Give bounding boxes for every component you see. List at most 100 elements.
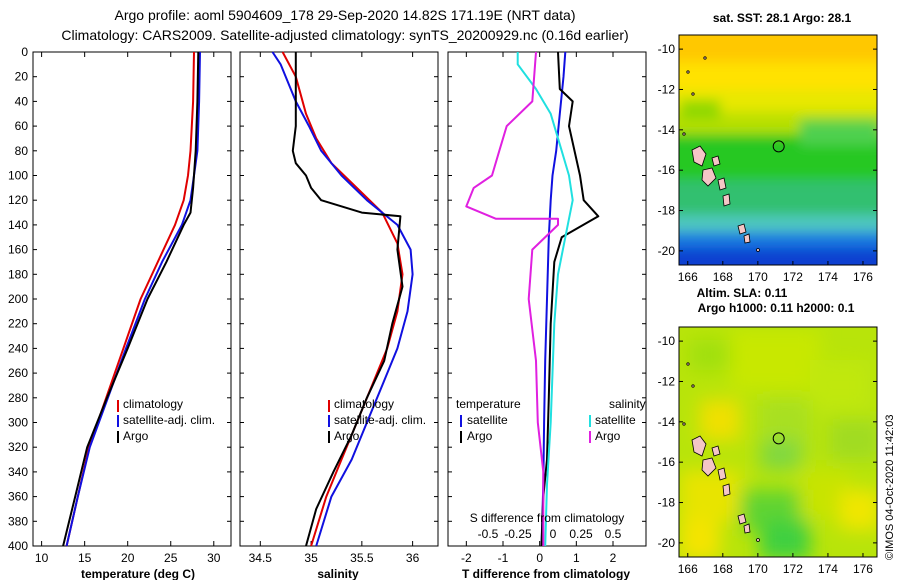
depth-tick-label: 180 (8, 267, 28, 281)
map-y-tick-label: -20 (658, 536, 676, 550)
temperature-xlabel: temperature (deg C) (81, 567, 195, 580)
series-line-satellite-adj-clim- (271, 51, 414, 547)
series-line-temperature-argo (540, 51, 600, 547)
depth-tick-label: 100 (8, 169, 28, 183)
depth-tick-label: 120 (8, 193, 28, 207)
map-y-tick-label: -10 (658, 334, 676, 348)
map-y-tick-label: -12 (658, 374, 676, 388)
map-y-tick-label: -18 (658, 496, 676, 510)
depth-tick-label: 0 (21, 45, 28, 59)
map-x-tick-label: 176 (853, 562, 873, 576)
argo-position-marker (772, 140, 785, 153)
map-y-tick-label: -14 (658, 123, 676, 137)
depth-tick-label: 340 (8, 465, 28, 479)
map-y-tick-label: -16 (658, 163, 676, 177)
legend-label-argo: Argo (123, 429, 149, 443)
x-tick-label: -2 (461, 551, 472, 565)
map-x-tick-label: 172 (783, 270, 803, 284)
depth-tick-label: 380 (8, 514, 28, 528)
map-y-tick-label: -14 (658, 415, 676, 429)
map-x-tick-label: 176 (853, 270, 873, 284)
depth-tick-label: 200 (8, 292, 28, 306)
depth-tick-label: 40 (15, 94, 29, 108)
s-diff-tick-label: 0.25 (569, 527, 593, 541)
x-tick-label: 0 (536, 551, 543, 565)
series-line-salinity-argo (465, 51, 559, 546)
s-difference-ticks: -0.5 -0.25 0 0.25 0.5 (478, 527, 622, 541)
argo-position-marker (772, 432, 785, 445)
difference-legend: temperature salinity satellite Argo sate… (456, 397, 646, 541)
header-line1: Argo profile: aoml 5904609_178 29-Sep-20… (114, 7, 575, 23)
depth-tick-label: 240 (8, 341, 28, 355)
temperature-plot: 10 15 20 25 30 (33, 51, 231, 565)
x-tick-label: 25 (164, 551, 178, 565)
legend-label-sal-argo: Argo (595, 429, 621, 443)
x-tick-label: 20 (121, 551, 135, 565)
depth-tick-label: 220 (8, 317, 28, 331)
x-tick-label: 30 (207, 551, 221, 565)
map-x-tick-label: 174 (818, 562, 838, 576)
header-line2: Climatology: CARS2009. Satellite-adjuste… (61, 27, 628, 43)
depth-tick-label: 160 (8, 243, 28, 257)
temperature-legend: climatology satellite-adj. clim. Argo (117, 397, 215, 443)
sst-map (679, 35, 877, 265)
x-tick-label: 15 (78, 551, 92, 565)
legend-header-salinity: salinity (609, 397, 646, 411)
map-x-tick-label: 172 (783, 562, 803, 576)
legend-label-climatology: climatology (334, 397, 394, 411)
depth-tick-label: 280 (8, 391, 28, 405)
series-line-argo (62, 51, 200, 547)
depth-tick-label: 60 (15, 119, 29, 133)
map-x-tick-label: 166 (678, 562, 698, 576)
s-diff-tick-label: -0.25 (504, 527, 532, 541)
series-line-satellite-adj-clim- (65, 51, 201, 547)
difference-plot: -2 -1 0 1 2 (448, 51, 646, 565)
legend-label-argo: Argo (334, 429, 360, 443)
map-y-tick-label: -10 (658, 42, 676, 56)
depth-tick-label: 400 (8, 539, 28, 553)
s-diff-tick-label: 0.5 (605, 527, 622, 541)
sst-map-title: sat. SST: 28.1 Argo: 28.1 (713, 11, 852, 25)
x-tick-label: -1 (498, 551, 509, 565)
salinity-legend: climatology satellite-adj. clim. Argo (328, 397, 426, 443)
legend-header-temperature: temperature (456, 397, 521, 411)
depth-tick-label: 260 (8, 366, 28, 380)
legend-label-sal-satellite: satellite (595, 413, 636, 427)
legend-label-climatology: climatology (123, 397, 183, 411)
sla-map-axes: 166 168 170 172 174 176 -10 -12 -14 -16 -18 -20 (658, 334, 877, 576)
map-y-tick-label: -12 (658, 82, 676, 96)
s-diff-tick-label: 0 (550, 527, 557, 541)
map-y-tick-label: -20 (658, 244, 676, 258)
map-x-tick-label: 174 (818, 270, 838, 284)
map-y-tick-label: -16 (658, 455, 676, 469)
x-tick-label: 2 (610, 551, 617, 565)
x-tick-label: 34.5 (249, 551, 273, 565)
depth-axis-labels: 0 20 40 60 80 100 120 140 160 180 200 220 240 260 280 3… (8, 45, 28, 553)
map-x-tick-label: 170 (748, 562, 768, 576)
map-x-tick-label: 166 (678, 270, 698, 284)
sla-map-frame (678, 326, 878, 558)
s-difference-title: S difference from climatology (470, 511, 625, 525)
series-line-argo (291, 52, 404, 547)
map-x-tick-label: 170 (748, 270, 768, 284)
x-tick-label: 35.5 (350, 551, 374, 565)
imos-watermark: ©IMOS 04-Oct-2020 11:42:03 (884, 415, 896, 560)
depth-tick-label: 320 (8, 440, 28, 454)
temperature-panel (32, 51, 232, 547)
map-x-tick-label: 168 (713, 562, 733, 576)
sla-map (679, 327, 877, 557)
legend-label-temp-satellite: satellite (467, 413, 508, 427)
x-tick-label: 35 (304, 551, 318, 565)
sst-map-frame (678, 34, 878, 266)
depth-tick-label: 80 (15, 144, 29, 158)
x-tick-label: 1 (573, 551, 580, 565)
sst-map-xlabel: Altim. SLA: 0.11 (697, 286, 788, 300)
salinity-xlabel: salinity (317, 567, 359, 580)
depth-tick-label: 140 (8, 218, 28, 232)
sst-map-axes: 166 168 170 172 174 176 -10 -12 -14 -16 -18 -20 (658, 42, 877, 284)
depth-tick-label: 360 (8, 490, 28, 504)
x-tick-label: 36 (406, 551, 420, 565)
legend-label-satellite: satellite-adj. clim. (123, 413, 215, 427)
salinity-plot: 34.5 35 35.5 36 (240, 51, 438, 565)
